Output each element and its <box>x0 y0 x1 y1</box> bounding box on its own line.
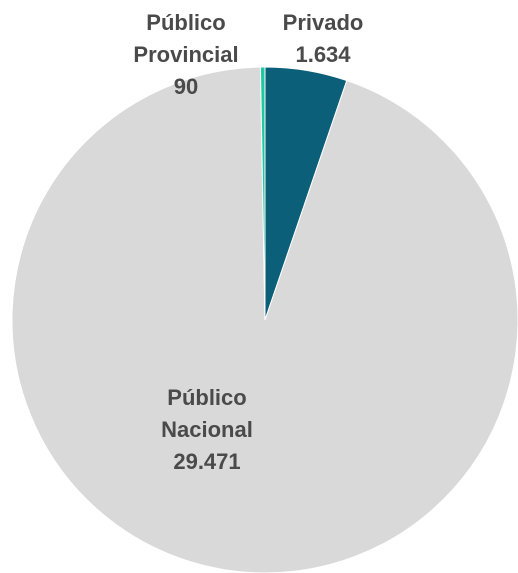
slice-label-line: Provincial <box>133 42 238 67</box>
slice-label-privado: Privado 1.634 <box>283 10 364 67</box>
slice-label-line: 1.634 <box>295 42 351 67</box>
slice-label-line: 90 <box>174 74 198 99</box>
slice-label-line: Público <box>146 10 225 35</box>
pie-slice-publico-nacional <box>11 66 518 573</box>
pie-slices <box>11 66 518 573</box>
slice-label-line: 29.471 <box>173 449 240 474</box>
slice-label-line: Nacional <box>161 417 253 442</box>
slice-label-line: Privado <box>283 10 364 35</box>
pie-slice-publico-provincial <box>259 66 266 321</box>
slice-label-publico-provincial: Público Provincial 90 <box>133 10 238 99</box>
slice-label-line: Público <box>167 385 246 410</box>
slice-label-publico-nacional: Público Nacional 29.471 <box>161 385 253 474</box>
